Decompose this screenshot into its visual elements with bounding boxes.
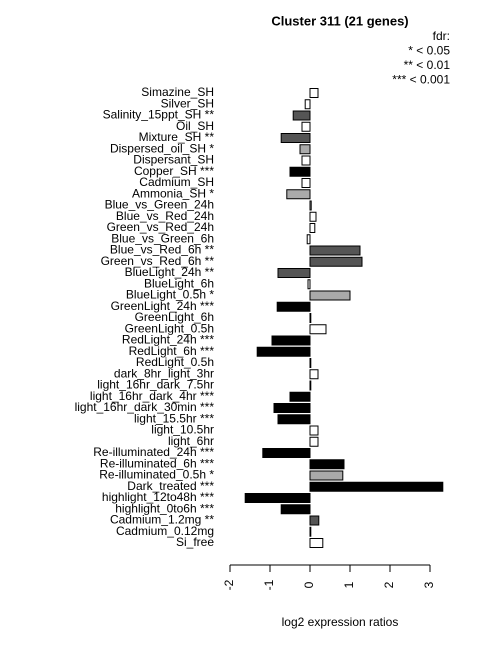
bar <box>301 121 311 132</box>
bar <box>289 166 311 177</box>
y-tick-label: highlight_0to6h *** <box>115 501 214 515</box>
bar <box>309 245 361 256</box>
y-tick-label: Simazine_SH <box>141 85 214 99</box>
bar <box>306 234 311 245</box>
y-tick-label: Cadmium_SH <box>139 175 214 189</box>
bar <box>301 178 311 188</box>
bar <box>309 223 316 233</box>
bar <box>309 88 319 98</box>
bar <box>309 256 363 267</box>
legend-text: *** < 0.001 <box>392 73 450 87</box>
bar <box>280 504 311 515</box>
y-tick-label: Copper_SH *** <box>134 164 214 178</box>
bar <box>309 358 312 368</box>
x-tick-label: -1 <box>262 579 276 590</box>
bar <box>309 380 312 391</box>
bar <box>304 99 311 110</box>
x-tick-label: 1 <box>342 581 356 588</box>
y-tick-label: light_16hr_dark_4hr *** <box>90 389 214 403</box>
y-tick-label: Re-illuminated_0.5h * <box>99 468 214 482</box>
y-tick-label: RedLight_0.5h <box>136 355 214 369</box>
x-tick-label: -2 <box>222 579 236 590</box>
bar <box>244 493 311 503</box>
y-tick-label: light_16hr_dark_7.5hr <box>97 378 214 392</box>
y-tick-label: dark_8hr_light_3hr <box>114 366 214 380</box>
bar <box>309 369 319 380</box>
y-tick-label: light_6hr <box>168 434 214 448</box>
y-tick-label: Green_vs_Red_24h <box>107 220 214 234</box>
bar <box>309 211 317 222</box>
bar <box>289 391 311 402</box>
y-tick-label: Ammonia_SH * <box>132 186 214 200</box>
y-tick-label: highlight_12to48h *** <box>102 490 214 504</box>
legend-text: fdr: <box>433 29 450 43</box>
y-tick-label: Oil_SH <box>176 119 214 133</box>
y-tick-label: Re-illuminated_24h *** <box>93 445 214 459</box>
y-tick-label: Dispersant_SH <box>133 153 214 167</box>
y-tick-label: Blue_vs_Green_6h <box>111 231 214 245</box>
bar <box>309 470 344 481</box>
y-tick-label: GreenLight_0.5h <box>125 321 214 335</box>
bar <box>280 133 311 143</box>
y-tick-label: light_10.5hr <box>151 423 214 437</box>
legend-text: ** < 0.01 <box>404 58 451 72</box>
bar <box>309 425 319 436</box>
bar <box>309 436 319 447</box>
bar <box>309 459 345 470</box>
bar <box>309 324 327 335</box>
y-tick-label: Blue_vs_Green_24h <box>105 198 214 212</box>
bar <box>309 200 312 211</box>
bar <box>301 155 311 166</box>
y-tick-label: Re-illuminated_6h *** <box>100 456 214 470</box>
y-tick-label: Si_free <box>176 535 214 549</box>
y-tick-label: Dispersed_oil_SH * <box>110 141 214 155</box>
y-tick-label: GreenLight_24h *** <box>111 299 215 313</box>
bar <box>292 110 311 121</box>
bar <box>309 515 320 526</box>
bar <box>256 346 311 357</box>
legend-text: * < 0.05 <box>408 44 450 58</box>
y-tick-label: Blue_vs_Red_24h <box>116 209 214 223</box>
y-tick-label: BlueLight_6h <box>144 276 214 290</box>
bar <box>286 189 311 200</box>
x-tick-label: 3 <box>422 581 436 588</box>
y-tick-label: RedLight_6h *** <box>129 344 215 358</box>
x-tick-label: 0 <box>302 581 316 588</box>
y-tick-label: Salinity_15ppt_SH ** <box>103 108 215 122</box>
y-tick-label: light_16hr_dark_30min *** <box>75 400 215 414</box>
y-tick-label: RedLight_24h *** <box>122 333 214 347</box>
y-tick-label: Dark_treated *** <box>127 479 214 493</box>
bar <box>277 268 311 278</box>
y-tick-label: Cadmium_0.12mg <box>116 524 214 538</box>
bar <box>309 290 351 301</box>
bar <box>276 301 311 312</box>
bar <box>299 144 311 155</box>
y-tick-label: Blue_vs_Red_6h ** <box>110 243 214 257</box>
y-tick-label: BlueLight_0.5h * <box>126 288 214 302</box>
x-axis-label: log2 expression ratios <box>282 615 399 629</box>
y-tick-label: light_15.5hr *** <box>134 411 214 425</box>
bar <box>307 279 311 290</box>
bar <box>273 403 311 413</box>
y-tick-label: Mixture_SH ** <box>139 130 215 144</box>
bar <box>309 313 312 323</box>
bar <box>309 538 324 548</box>
chart-title: Cluster 311 (21 genes) <box>271 13 408 28</box>
y-tick-label: BlueLight_24h ** <box>125 265 215 279</box>
bar <box>271 335 311 346</box>
y-tick-label: Cadmium_1.2mg ** <box>110 513 214 527</box>
y-tick-label: Silver_SH <box>161 96 214 110</box>
bar <box>262 448 311 458</box>
bar <box>309 481 444 492</box>
y-tick-label: Green_vs_Red_6h ** <box>101 254 215 268</box>
bar <box>309 526 312 537</box>
y-tick-label: GreenLight_6h <box>135 310 214 324</box>
bar <box>277 414 311 425</box>
x-tick-label: 2 <box>382 581 396 588</box>
